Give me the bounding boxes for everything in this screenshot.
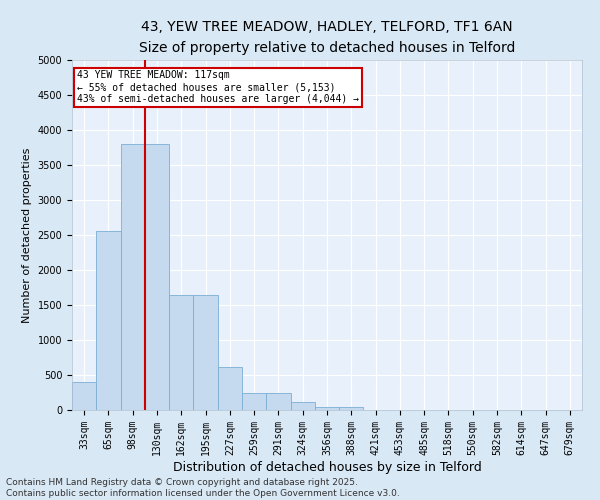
Bar xyxy=(193,294,218,410)
Bar xyxy=(145,144,169,410)
Bar xyxy=(218,366,242,410)
X-axis label: Distribution of detached houses by size in Telford: Distribution of detached houses by size … xyxy=(173,460,481,473)
Text: Contains HM Land Registry data © Crown copyright and database right 2025.
Contai: Contains HM Land Registry data © Crown c… xyxy=(6,478,400,498)
Bar xyxy=(72,382,96,410)
Bar xyxy=(169,294,193,410)
Bar xyxy=(96,232,121,410)
Bar xyxy=(266,392,290,410)
Bar xyxy=(315,406,339,410)
Bar xyxy=(242,392,266,410)
Y-axis label: Number of detached properties: Number of detached properties xyxy=(22,148,32,322)
Bar xyxy=(121,144,145,410)
Title: 43, YEW TREE MEADOW, HADLEY, TELFORD, TF1 6AN
Size of property relative to detac: 43, YEW TREE MEADOW, HADLEY, TELFORD, TF… xyxy=(139,20,515,54)
Text: 43 YEW TREE MEADOW: 117sqm
← 55% of detached houses are smaller (5,153)
43% of s: 43 YEW TREE MEADOW: 117sqm ← 55% of deta… xyxy=(77,70,359,104)
Bar xyxy=(290,402,315,410)
Bar xyxy=(339,406,364,410)
